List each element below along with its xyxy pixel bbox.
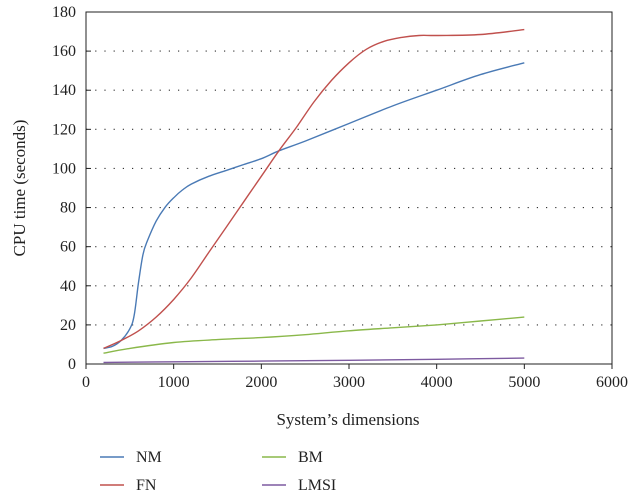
series-line-nm xyxy=(103,62,525,350)
x-tick-label: 0 xyxy=(82,374,90,391)
x-tick-label: 3000 xyxy=(333,374,365,391)
y-tick-label: 0 xyxy=(68,356,76,373)
y-tick-label: 140 xyxy=(52,82,76,99)
y-tick-label: 180 xyxy=(52,4,76,21)
y-tick-label: 100 xyxy=(52,160,76,177)
plot-frame xyxy=(85,11,613,365)
axes xyxy=(85,11,613,369)
y-tick-labels: 0 20 40 60 80 100 120 140 160 180 xyxy=(52,4,76,373)
series-line-fn xyxy=(103,28,525,350)
legend-label-bm: BM xyxy=(298,449,323,466)
y-tick-label: 60 xyxy=(60,239,76,256)
x-tick-label: 6000 xyxy=(596,374,628,391)
y-tick-label: 160 xyxy=(52,43,76,60)
y-tick-label: 20 xyxy=(60,317,76,334)
x-tick-label: 1000 xyxy=(158,374,190,391)
x-tick-label: 5000 xyxy=(508,374,540,391)
y-tick-label: 80 xyxy=(60,200,76,217)
y-tick-label: 40 xyxy=(60,278,76,295)
legend: NM FN BM LMSI xyxy=(100,449,336,494)
x-tick-label: 4000 xyxy=(421,374,453,391)
series-line-lmsi xyxy=(103,357,525,364)
x-tick-labels: 0 1000 2000 3000 4000 5000 6000 xyxy=(82,374,628,391)
x-tick-label: 2000 xyxy=(245,374,277,391)
legend-label-nm: NM xyxy=(136,449,162,466)
y-tick-label: 120 xyxy=(52,121,76,138)
gridlines xyxy=(86,50,612,326)
series-lines xyxy=(103,28,525,364)
series-line-bm xyxy=(103,316,525,354)
legend-label-fn: FN xyxy=(136,477,157,494)
x-axis-title: System’s dimensions xyxy=(276,410,419,429)
y-axis-title: CPU time (seconds) xyxy=(10,120,29,257)
legend-label-lmsi: LMSI xyxy=(298,477,336,494)
